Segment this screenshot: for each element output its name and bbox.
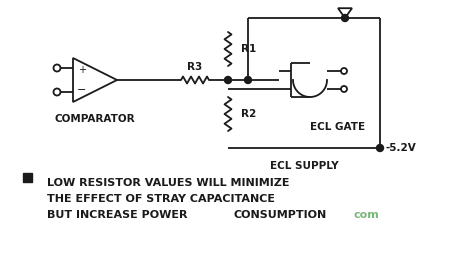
Circle shape	[341, 15, 349, 21]
Text: COMPARATOR: COMPARATOR	[55, 114, 135, 124]
Text: BUT INCREASE POWER: BUT INCREASE POWER	[47, 210, 191, 220]
Text: R2: R2	[241, 109, 256, 119]
Circle shape	[244, 76, 252, 84]
Text: com: com	[354, 210, 379, 220]
Text: R1: R1	[241, 44, 256, 54]
Text: ECL GATE: ECL GATE	[310, 122, 366, 132]
Bar	[23, 173, 32, 182]
Text: −: −	[77, 85, 87, 95]
Circle shape	[377, 144, 383, 152]
Text: +: +	[78, 65, 86, 75]
Text: -5.2V: -5.2V	[386, 143, 417, 153]
Text: R3: R3	[187, 62, 202, 72]
Circle shape	[225, 76, 231, 84]
Text: CONSUMPTION: CONSUMPTION	[233, 210, 327, 220]
Text: THE EFFECT OF STRAY CAPACITANCE: THE EFFECT OF STRAY CAPACITANCE	[47, 194, 275, 204]
Text: LOW RESISTOR VALUES WILL MINIMIZE: LOW RESISTOR VALUES WILL MINIMIZE	[47, 178, 290, 188]
Text: ECL SUPPLY: ECL SUPPLY	[270, 161, 338, 171]
